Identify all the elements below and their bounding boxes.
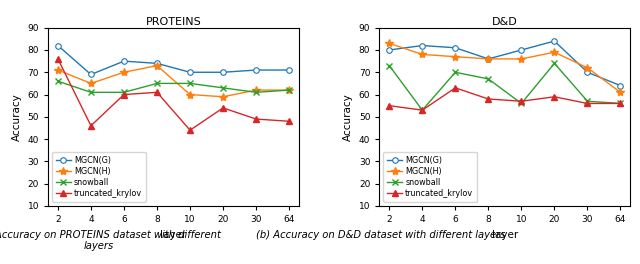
Text: (a) Accuracy on PROTEINS dataset with different
layers: (a) Accuracy on PROTEINS dataset with di… xyxy=(0,230,221,251)
snowball xyxy=(252,91,260,94)
Text: (b) Accuracy on D&D dataset with different layers: (b) Accuracy on D&D dataset with differe… xyxy=(256,230,506,240)
snowball xyxy=(153,82,161,85)
MGCN(H) xyxy=(54,68,61,72)
MGCN(H) xyxy=(385,42,393,45)
MGCN(G) xyxy=(87,73,95,76)
truncated_krylov xyxy=(252,117,260,121)
Line: snowball: snowball xyxy=(54,78,292,96)
MGCN(H) xyxy=(285,88,293,92)
truncated_krylov xyxy=(87,124,95,127)
MGCN(H) xyxy=(484,57,492,60)
truncated_krylov xyxy=(153,91,161,94)
MGCN(G) xyxy=(252,68,260,72)
Line: truncated_krylov: truncated_krylov xyxy=(386,84,624,114)
MGCN(H) xyxy=(220,95,227,98)
truncated_krylov xyxy=(186,129,194,132)
MGCN(G) xyxy=(451,46,459,49)
snowball xyxy=(285,88,293,92)
truncated_krylov xyxy=(120,93,128,96)
MGCN(G) xyxy=(186,71,194,74)
truncated_krylov xyxy=(451,86,459,89)
MGCN(H) xyxy=(550,51,558,54)
Line: snowball: snowball xyxy=(386,60,624,114)
MGCN(G) xyxy=(220,71,227,74)
MGCN(G) xyxy=(419,44,426,47)
snowball xyxy=(419,109,426,112)
MGCN(G) xyxy=(285,68,293,72)
Line: MGCN(G): MGCN(G) xyxy=(387,38,623,88)
snowball xyxy=(87,91,95,94)
MGCN(H) xyxy=(186,93,194,96)
MGCN(H) xyxy=(252,88,260,92)
MGCN(H) xyxy=(451,55,459,58)
truncated_krylov xyxy=(220,106,227,110)
truncated_krylov xyxy=(285,120,293,123)
truncated_krylov xyxy=(419,109,426,112)
Y-axis label: Accuracy: Accuracy xyxy=(343,93,353,141)
X-axis label: layer: layer xyxy=(161,229,187,239)
MGCN(H) xyxy=(518,57,525,60)
Title: PROTEINS: PROTEINS xyxy=(146,17,202,27)
snowball xyxy=(584,100,591,103)
MGCN(H) xyxy=(120,71,128,74)
MGCN(H) xyxy=(153,64,161,67)
Legend: MGCN(G), MGCN(H), snowball, truncated_krylov: MGCN(G), MGCN(H), snowball, truncated_kr… xyxy=(383,152,477,202)
Title: D&D: D&D xyxy=(492,17,518,27)
Legend: MGCN(G), MGCN(H), snowball, truncated_krylov: MGCN(G), MGCN(H), snowball, truncated_kr… xyxy=(52,152,146,202)
truncated_krylov xyxy=(484,97,492,101)
Line: truncated_krylov: truncated_krylov xyxy=(54,55,292,134)
MGCN(H) xyxy=(617,91,625,94)
MGCN(G) xyxy=(617,84,625,87)
MGCN(G) xyxy=(153,62,161,65)
snowball xyxy=(484,77,492,81)
MGCN(H) xyxy=(87,82,95,85)
Line: MGCN(H): MGCN(H) xyxy=(54,62,293,101)
MGCN(G) xyxy=(584,71,591,74)
snowball xyxy=(385,64,393,67)
MGCN(G) xyxy=(484,57,492,60)
snowball xyxy=(186,82,194,85)
snowball xyxy=(220,86,227,89)
truncated_krylov xyxy=(550,95,558,98)
snowball xyxy=(617,102,625,105)
MGCN(G) xyxy=(518,48,525,51)
truncated_krylov xyxy=(385,104,393,107)
MGCN(G) xyxy=(54,44,61,47)
MGCN(G) xyxy=(550,40,558,43)
snowball xyxy=(54,79,61,83)
truncated_krylov xyxy=(617,102,625,105)
MGCN(G) xyxy=(385,48,393,51)
truncated_krylov xyxy=(518,100,525,103)
snowball xyxy=(518,102,525,105)
snowball xyxy=(120,91,128,94)
X-axis label: layer: layer xyxy=(492,229,518,239)
Line: MGCN(G): MGCN(G) xyxy=(55,43,292,77)
MGCN(G) xyxy=(120,60,128,63)
MGCN(H) xyxy=(419,53,426,56)
MGCN(H) xyxy=(584,66,591,69)
truncated_krylov xyxy=(584,102,591,105)
Line: MGCN(H): MGCN(H) xyxy=(385,39,625,96)
snowball xyxy=(550,62,558,65)
snowball xyxy=(451,71,459,74)
Y-axis label: Accuracy: Accuracy xyxy=(12,93,22,141)
truncated_krylov xyxy=(54,57,61,60)
